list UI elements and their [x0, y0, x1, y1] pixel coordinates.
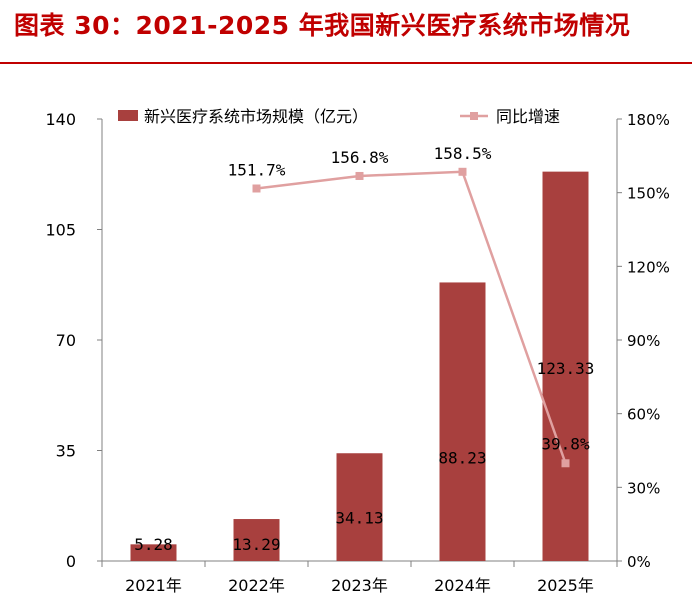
title-divider — [0, 62, 692, 64]
bar-series — [130, 171, 589, 561]
legend: 新兴医疗系统市场规模（亿元） 同比增速 — [118, 107, 560, 126]
growth-marker — [561, 459, 570, 468]
bar — [542, 171, 589, 561]
bar-value-label: 34.13 — [335, 508, 383, 527]
left-y-tick-label: 0 — [66, 552, 76, 571]
left-y-tick-label: 70 — [56, 331, 76, 350]
right-y-tick-label: 30% — [627, 479, 660, 497]
bar-value-label: 123.33 — [537, 359, 595, 378]
x-tick-label: 2023年 — [331, 576, 388, 595]
legend-bar-label: 新兴医疗系统市场规模（亿元） — [144, 107, 368, 126]
title-bar: 图表 30：2021-2025 年我国新兴医疗系统市场情况 — [0, 0, 692, 64]
bar-value-label: 13.29 — [232, 535, 280, 554]
bar — [439, 282, 486, 561]
right-y-tick-label: 60% — [627, 406, 660, 424]
left-y-tick-label: 35 — [56, 442, 76, 461]
legend-line-marker — [470, 112, 478, 120]
left-y-tick-label: 140 — [45, 110, 76, 129]
growth-value-label: 151.7% — [228, 160, 286, 179]
x-tick-label: 2025年 — [537, 576, 594, 595]
right-y-tick-label: 0% — [627, 553, 651, 571]
bar — [233, 519, 280, 561]
bar-value-label: 5.28 — [134, 535, 173, 554]
bar-value-label: 88.23 — [438, 449, 486, 468]
data-labels: 5.28 13.29 34.13 88.23 123.33 151.7% 156.8% 158… — [134, 144, 594, 554]
legend-line-label: 同比增速 — [496, 107, 560, 126]
axes: 0 35 70 105 140 0% 30% 60% 90% 120% 150% 180% 2021年 2… — [45, 110, 669, 595]
growth-value-label: 156.8% — [331, 148, 389, 167]
x-tick-label: 2021年 — [125, 576, 182, 595]
bar — [130, 544, 177, 561]
right-y-tick-label: 180% — [627, 111, 670, 129]
growth-value-label: 39.8% — [541, 434, 590, 453]
right-y-tick-label: 150% — [627, 185, 670, 203]
x-tick-label: 2024年 — [434, 576, 491, 595]
bar — [336, 453, 383, 561]
line-series — [252, 167, 570, 468]
chart-title: 图表 30：2021-2025 年我国新兴医疗系统市场情况 — [14, 11, 631, 40]
legend-bar-swatch — [118, 110, 138, 121]
left-y-tick-label: 105 — [45, 221, 76, 240]
x-tick-label: 2022年 — [228, 576, 285, 595]
right-y-tick-label: 120% — [627, 258, 670, 276]
growth-marker — [458, 167, 467, 176]
growth-marker — [252, 184, 261, 193]
growth-line — [256, 170, 567, 464]
right-y-tick-label: 90% — [627, 332, 660, 350]
growth-marker — [355, 171, 364, 180]
growth-value-label: 158.5% — [434, 144, 492, 163]
